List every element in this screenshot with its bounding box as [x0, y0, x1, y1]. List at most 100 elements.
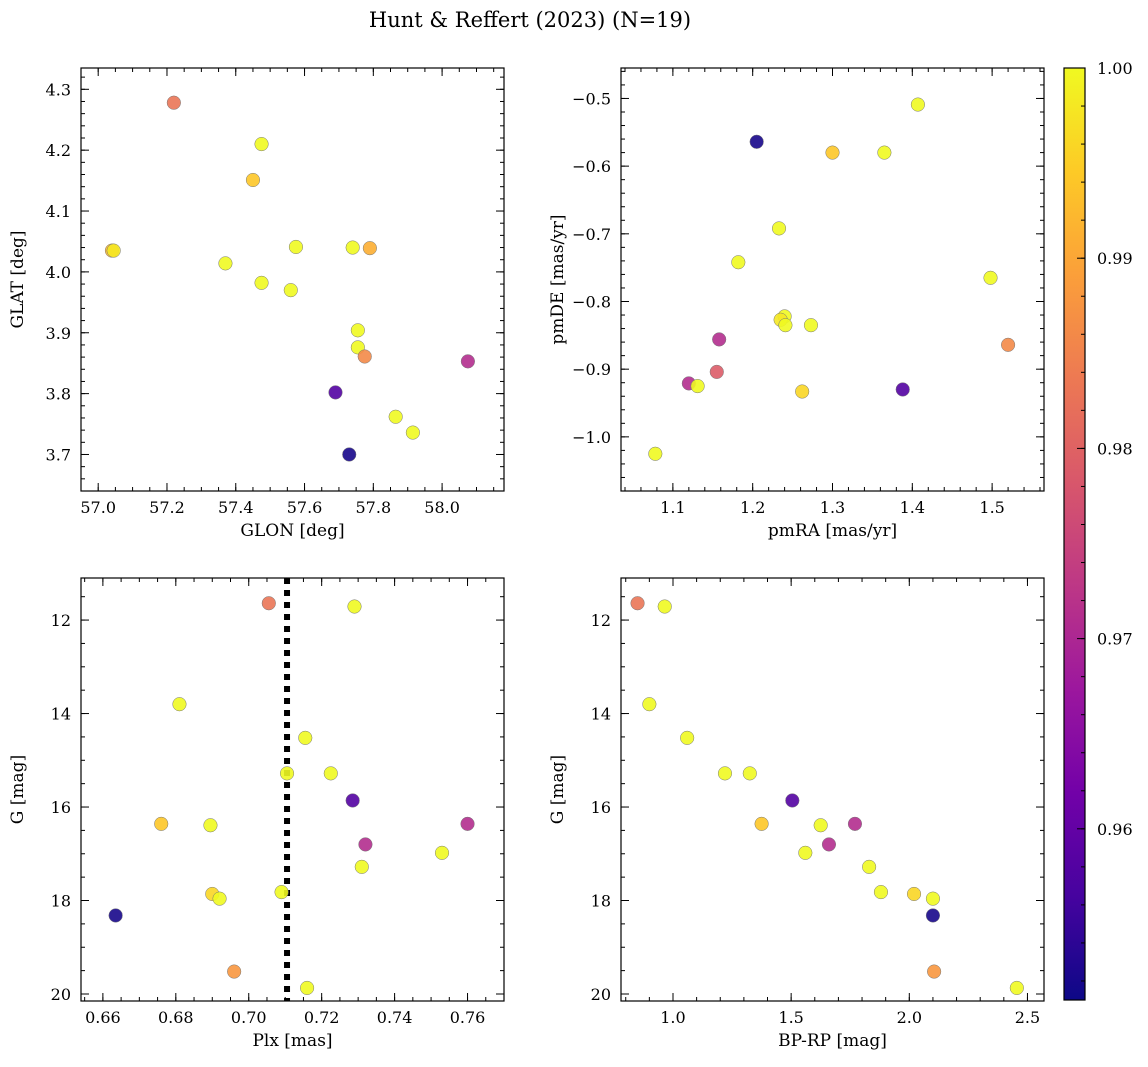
- data-point: [749, 134, 764, 149]
- data-point: [690, 379, 705, 394]
- data-point: [657, 599, 672, 614]
- x-tick-label: 1.3: [820, 498, 845, 517]
- data-point: [803, 318, 819, 333]
- y-axis-label: GLAT [deg]: [8, 230, 28, 328]
- colorbar-tick-label: 0.96: [1097, 820, 1133, 839]
- x-tick-label: 57.0: [80, 498, 116, 517]
- data-point: [630, 596, 645, 611]
- x-axis-label: Plx [mas]: [252, 1031, 332, 1051]
- data-point: [288, 239, 303, 254]
- data-point: [648, 446, 663, 461]
- data-point: [873, 885, 888, 900]
- y-tick-label: −1.0: [572, 428, 611, 447]
- x-tick-label: 0.74: [377, 1008, 413, 1027]
- y-tick-label: 20: [591, 985, 611, 1004]
- y-axis-label: G [mag]: [548, 755, 568, 824]
- data-point: [712, 332, 727, 347]
- data-point: [254, 137, 269, 152]
- data-point: [203, 818, 218, 833]
- y-tick-label: 4.2: [46, 141, 71, 160]
- x-axis-label: GLON [deg]: [240, 521, 344, 541]
- axes-frame: [620, 577, 1045, 1002]
- y-tick-label: 18: [51, 892, 71, 911]
- data-point: [927, 964, 942, 979]
- data-point: [460, 816, 475, 831]
- x-tick-label: 57.4: [218, 498, 254, 517]
- x-tick-label: 58.0: [424, 498, 460, 517]
- y-tick-label: 3.7: [46, 445, 71, 464]
- y-tick-label: 3.8: [46, 385, 71, 404]
- x-tick-label: 0.70: [231, 1008, 267, 1027]
- y-tick-label: 16: [591, 798, 611, 817]
- y-tick-label: 4.0: [46, 263, 71, 282]
- data-point: [166, 95, 181, 110]
- data-point: [785, 793, 800, 808]
- colorbar-tick-label: 0.98: [1097, 439, 1133, 458]
- data-point: [212, 891, 227, 906]
- y-tick-label: −0.8: [572, 292, 611, 311]
- data-point: [388, 409, 403, 424]
- x-tick-label: 1.2: [740, 498, 765, 517]
- data-point: [342, 447, 357, 462]
- y-tick-label: 4.3: [46, 80, 71, 99]
- axes-frame: [80, 577, 505, 1002]
- x-tick-label: 57.8: [356, 498, 392, 517]
- data-point: [434, 845, 450, 860]
- y-tick-label: 20: [51, 985, 71, 1004]
- data-point: [754, 816, 769, 831]
- x-tick-label: 1.4: [900, 498, 925, 517]
- data-point: [910, 97, 925, 112]
- y-tick-label: 4.1: [46, 202, 71, 221]
- data-point: [261, 596, 276, 611]
- y-tick-label: 12: [591, 611, 611, 630]
- figure-title: Hunt & Reffert (2023) (N=19): [369, 8, 691, 32]
- y-tick-label: −0.6: [572, 157, 611, 176]
- y-tick-label: −0.7: [572, 225, 611, 244]
- colorbar-gradient: [1064, 68, 1085, 1000]
- data-point: [717, 766, 733, 781]
- y-axis-label: G [mag]: [8, 755, 28, 824]
- y-axis-label: pmDE [mas/yr]: [548, 214, 568, 344]
- data-point: [274, 885, 289, 900]
- data-point: [283, 283, 298, 298]
- data-point: [106, 243, 121, 258]
- colorbar-tick-label: 0.99: [1097, 249, 1133, 268]
- x-tick-label: 0.76: [450, 1008, 486, 1027]
- y-tick-label: 14: [591, 705, 611, 724]
- x-tick-label: 0.72: [304, 1008, 340, 1027]
- data-point: [798, 845, 813, 860]
- data-point: [358, 837, 373, 852]
- x-tick-label: 1.5: [979, 498, 1004, 517]
- axes-frame: [620, 67, 1045, 492]
- data-point: [227, 964, 242, 979]
- x-tick-label: 0.68: [158, 1008, 194, 1027]
- y-tick-label: −0.5: [572, 89, 611, 108]
- data-point: [771, 221, 787, 236]
- x-tick-label: 1.1: [660, 498, 685, 517]
- data-point: [405, 425, 420, 440]
- data-point: [218, 256, 233, 271]
- data-point: [300, 980, 315, 995]
- x-tick-label: 1.0: [660, 1008, 685, 1027]
- data-point: [813, 818, 828, 833]
- x-axis-label: BP-RP [mag]: [778, 1031, 887, 1051]
- panels: 57.0 57.2 57.4 57.6 57.8 58.0 3.7 3.8 3.9 4.0 4.1 4…: [8, 67, 1045, 1051]
- data-point: [709, 364, 724, 379]
- data-point: [323, 766, 338, 781]
- x-tick-label: 57.6: [287, 498, 323, 517]
- data-point: [172, 697, 187, 712]
- data-point: [347, 599, 362, 614]
- data-point: [345, 793, 360, 808]
- colorbar-frame: [1063, 67, 1086, 1001]
- data-point: [108, 908, 123, 923]
- data-point: [821, 837, 837, 852]
- x-tick-label: 2.5: [1015, 1008, 1040, 1027]
- data-point: [925, 891, 940, 906]
- data-point: [354, 859, 369, 874]
- data-point: [983, 270, 998, 285]
- data-point: [895, 382, 910, 397]
- panel-1: 57.0 57.2 57.4 57.6 57.8 58.0 3.7 3.8 3.9 4.0 4.1 4…: [8, 67, 505, 541]
- data-point: [742, 766, 757, 781]
- data-point: [642, 697, 657, 712]
